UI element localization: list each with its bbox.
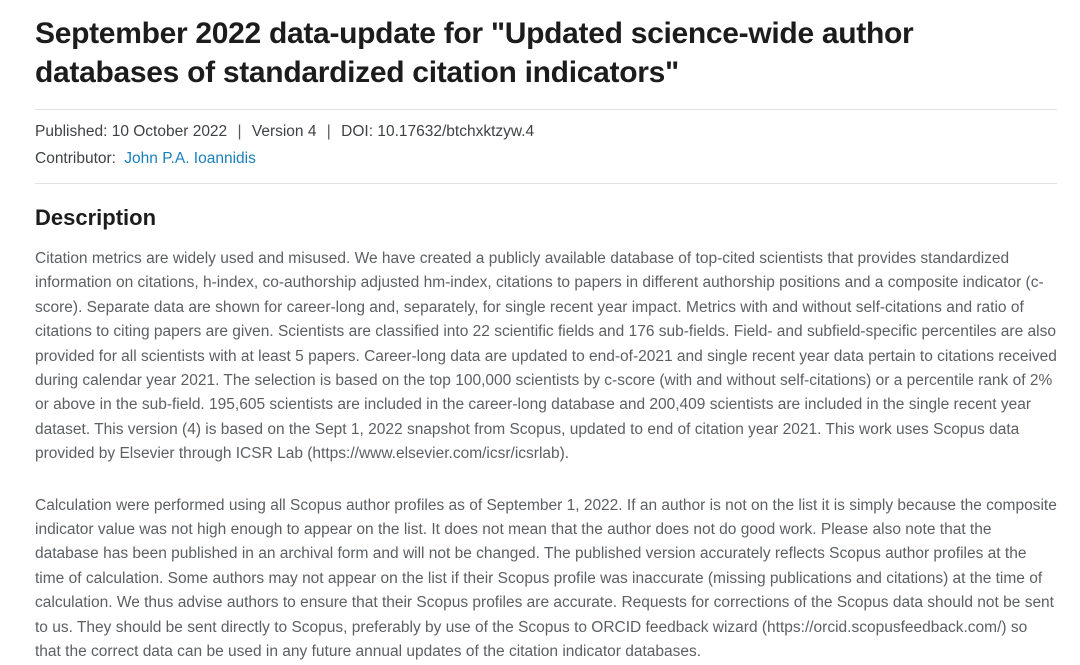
published-date: 10 October 2022 <box>111 123 228 140</box>
published-label: Published: <box>35 123 108 140</box>
meta-separator: | <box>237 123 242 140</box>
meta-separator: | <box>326 123 331 140</box>
page-title: September 2022 data-update for "Updated … <box>35 17 914 89</box>
doi-label: DOI: <box>341 123 374 140</box>
contributor-link[interactable]: John P.A. Ioannidis <box>124 150 256 167</box>
description-heading: Description <box>35 205 157 230</box>
meta-divider-top <box>35 109 1057 110</box>
contributor-label: Contributor: <box>35 150 116 167</box>
description-paragraph-2: Calculation were performed using all Sco… <box>35 496 1057 661</box>
meta-divider-bottom <box>35 183 1057 184</box>
meta-block: Published: 10 October 2022 | Version 4 |… <box>35 110 1057 183</box>
doi-value: 10.17632/btchxktzyw.4 <box>377 123 535 140</box>
contributor-row: Contributor: John P.A. Ioannidis <box>35 150 1057 168</box>
published-row: Published: 10 October 2022 | Version 4 |… <box>35 123 1057 141</box>
version-badge: Version 4 <box>251 123 317 140</box>
description-paragraph-1: Citation metrics are widely used and mis… <box>35 250 1057 463</box>
